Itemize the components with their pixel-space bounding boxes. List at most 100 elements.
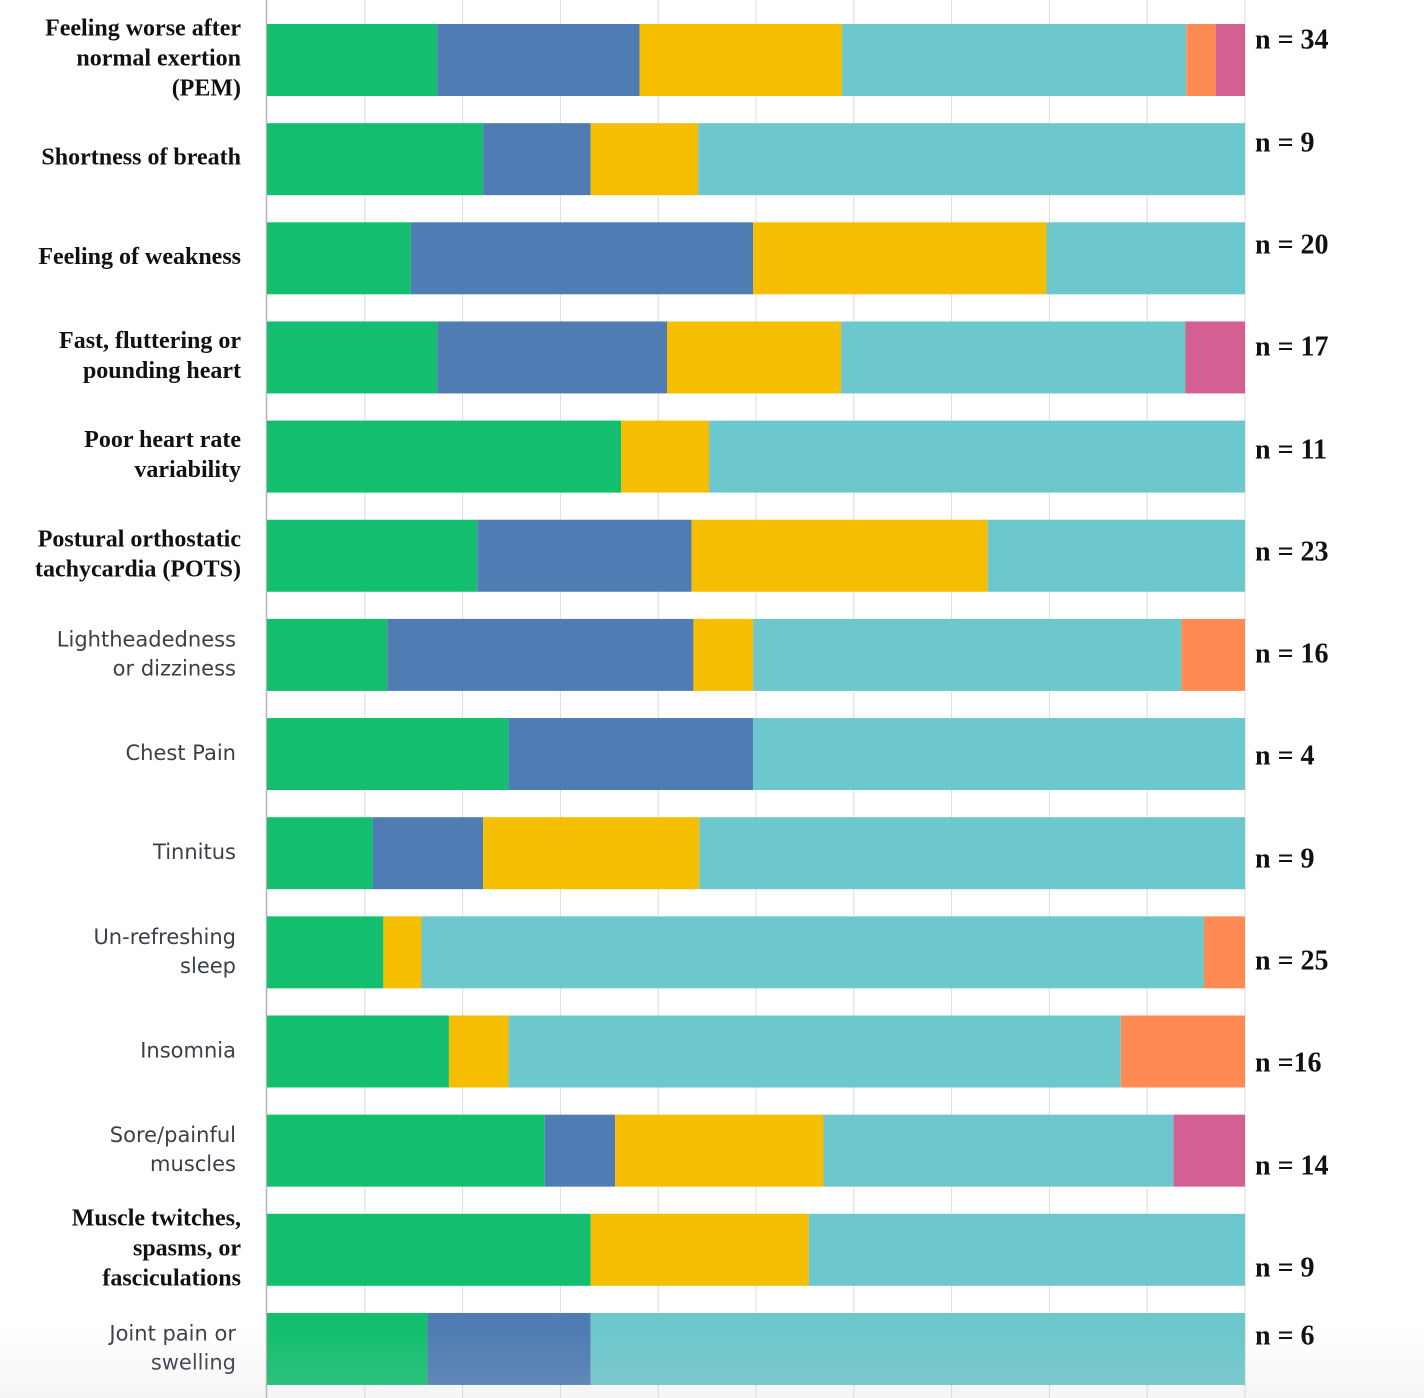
n-label-4: n = 11 [1255, 434, 1327, 465]
bar-segment-row12-series0 [267, 1213, 591, 1286]
bar-segment-row6-series1 [387, 618, 694, 691]
n-label-2: n = 20 [1255, 229, 1329, 260]
n-label-11: n = 14 [1255, 1150, 1329, 1181]
category-label-line: fasciculations [102, 1265, 241, 1291]
bar-segment-row5-series0 [267, 519, 478, 592]
category-label-1: Shortness of breath [41, 145, 241, 171]
category-label-9: Un-refreshing sleep [93, 925, 236, 978]
bar-segment-row10-series3 [508, 1015, 1121, 1088]
n-label-0: n = 34 [1255, 24, 1329, 55]
bar-segment-row6-series4 [1181, 618, 1245, 691]
n-label-6: n = 16 [1255, 638, 1329, 669]
bar-segment-row4-series2 [621, 420, 710, 493]
bar-segment-row0-series2 [639, 24, 843, 96]
category-label-line: Sore/painful [110, 1123, 236, 1147]
category-label-7: Chest Pain [126, 741, 236, 765]
category-label-line: sleep [180, 954, 236, 978]
category-label-line: Un-refreshing [93, 925, 236, 949]
category-label-line: Fast, fluttering or [59, 328, 241, 354]
category-label-line: Feeling worse after [45, 16, 241, 42]
n-label-10: n =16 [1255, 1047, 1322, 1078]
category-label-line: Feeling of weakness [38, 244, 241, 270]
bar-segment-row8-series2 [483, 817, 700, 890]
category-label-10: Insomnia [140, 1039, 236, 1063]
bar-segment-row12-series2 [590, 1213, 809, 1286]
bar-segment-row1-series1 [483, 123, 591, 196]
bar-segment-row7-series1 [508, 718, 754, 791]
bar-segment-row9-series4 [1203, 916, 1245, 989]
bar-segment-row10-series0 [267, 1015, 449, 1088]
bar-segment-row11-series0 [267, 1114, 545, 1187]
bar-segment-row2-series1 [410, 222, 754, 295]
n-label-5: n = 23 [1255, 536, 1329, 567]
bar-segment-row5-series1 [477, 519, 692, 592]
bar-segment-row9-series3 [421, 916, 1204, 989]
category-label-2: Feeling of weakness [38, 244, 241, 270]
bar-segment-row3-series3 [841, 321, 1186, 394]
category-label-0: Feeling worse after normal exertion (PEM) [45, 16, 241, 102]
category-label-line: pounding heart [83, 358, 241, 384]
category-label-4: Poor heart rate variability [84, 427, 241, 483]
bar-segment-row8-series1 [372, 817, 484, 890]
bar-segment-row2-series2 [753, 222, 1047, 295]
bar-segment-row5-series2 [691, 519, 988, 592]
bar-segment-row5-series3 [987, 519, 1245, 592]
bar-segment-row2-series3 [1046, 222, 1245, 295]
bar-segment-row4-series0 [267, 420, 622, 493]
n-label-12: n = 9 [1255, 1252, 1315, 1283]
n-label-7: n = 4 [1255, 740, 1315, 771]
bar-segment-row11-series5 [1173, 1114, 1245, 1187]
bar-segment-row0-series4 [1186, 24, 1216, 96]
category-label-line: Postural orthostatic [38, 526, 242, 552]
bar-segment-row6-series2 [693, 618, 754, 691]
bar-segment-row9-series2 [383, 916, 422, 989]
bar-segment-row3-series5 [1185, 321, 1245, 394]
category-label-line: muscles [150, 1152, 236, 1176]
bar-segment-row6-series3 [753, 618, 1182, 691]
bar-segment-row3-series2 [667, 321, 842, 394]
bar-segment-row8-series0 [267, 817, 373, 890]
bar-segment-row10-series2 [448, 1015, 509, 1088]
bar-segment-row8-series3 [699, 817, 1245, 890]
bar-segment-row11-series3 [823, 1114, 1174, 1187]
category-label-6: Lightheadedness or dizziness [57, 627, 236, 680]
category-label-3: Fast, fluttering or pounding heart [59, 328, 241, 384]
bars [267, 24, 1245, 1385]
category-label-12: Muscle twitches, spasms, or fasciculations [72, 1205, 242, 1291]
category-label-line: Chest Pain [126, 741, 236, 765]
bar-segment-row10-series4 [1120, 1015, 1245, 1088]
category-label-line: Insomnia [140, 1039, 236, 1063]
category-label-line: swelling [151, 1350, 236, 1374]
bar-segment-row0-series1 [437, 24, 640, 96]
category-label-line: tachycardia (POTS) [35, 556, 241, 582]
bar-segment-row13-series0 [267, 1312, 428, 1385]
category-label-line: spasms, or [133, 1235, 241, 1261]
bar-segment-row0-series5 [1215, 24, 1245, 96]
bar-segment-row0-series3 [842, 24, 1187, 96]
category-labels: Feeling worse after normal exertion (PEM) S… [35, 16, 241, 1375]
category-label-line: Muscle twitches, [72, 1205, 241, 1231]
category-label-line: Poor heart rate [84, 427, 241, 453]
bar-segment-row3-series0 [267, 321, 438, 394]
category-label-8: Tinnitus [152, 840, 236, 864]
bar-segment-row7-series0 [267, 718, 509, 791]
bar-segment-row2-series0 [267, 222, 411, 295]
category-label-line: Joint pain or [107, 1321, 236, 1345]
bar-segment-row1-series2 [590, 123, 699, 196]
bar-segment-row6-series0 [267, 618, 388, 691]
category-label-13: Joint pain or swelling [107, 1321, 236, 1374]
bar-segment-row0-series0 [267, 24, 438, 96]
bar-segment-row1-series3 [698, 123, 1245, 196]
n-label-8: n = 9 [1255, 843, 1315, 874]
bar-segment-row11-series2 [615, 1114, 824, 1187]
category-label-line: Shortness of breath [41, 145, 241, 171]
bar-segment-row9-series0 [267, 916, 384, 989]
bar-segment-row13-series3 [590, 1312, 1245, 1385]
bar-segment-row13-series1 [427, 1312, 591, 1385]
bar-segment-row11-series1 [544, 1114, 616, 1187]
category-label-line: variability [134, 457, 241, 483]
bar-segment-row7-series3 [753, 718, 1245, 791]
n-labels: n = 34 n = 9 n = 20 n = 17 n = 11 n = 23 n = 1… [1255, 24, 1329, 1351]
bar-segment-row4-series3 [709, 420, 1245, 493]
